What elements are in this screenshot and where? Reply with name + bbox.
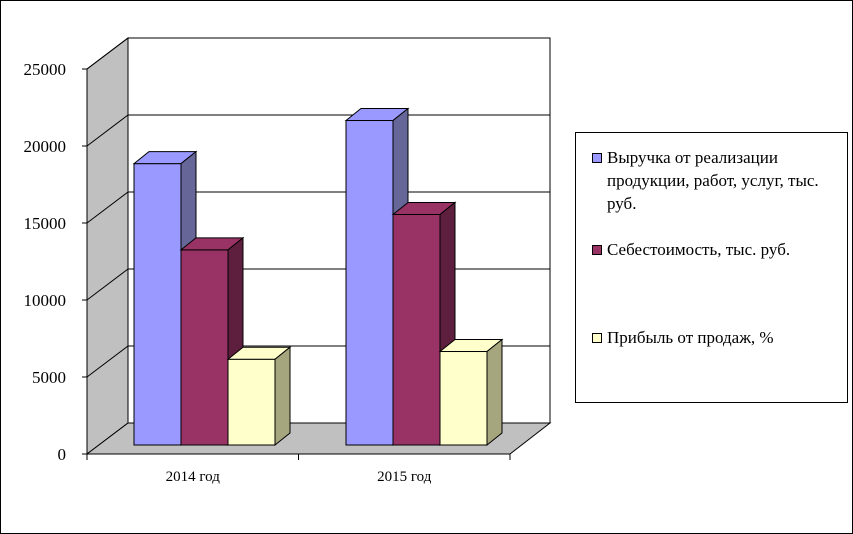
bar-side: [274, 346, 291, 447]
legend-label-cost: Себестоимость, тыс. руб.: [607, 240, 791, 259]
y-tick-label: 15000: [24, 214, 67, 233]
legend: Выручка от реализации продукции, работ, …: [575, 132, 848, 403]
bar: [438, 338, 504, 447]
bar-front: [180, 249, 229, 446]
bar-front: [133, 163, 182, 446]
y-tick-labels: 0 5000 10000 15000 20000 25000: [24, 60, 67, 464]
x-tick-label: 2014 год: [166, 469, 221, 485]
legend-item-profit: Прибыль от продаж, %: [592, 326, 842, 349]
bar-front: [227, 358, 276, 446]
legend-label-profit: Прибыль от продаж, %: [607, 328, 774, 347]
legend-item-cost: Себестоимость, тыс. руб.: [592, 238, 842, 261]
left-wall: [86, 36, 129, 456]
legend-label-revenue: Выручка от реализации продукции, работ, …: [607, 148, 819, 213]
x-tick-label: 2015 год: [377, 469, 432, 485]
y-tick-label: 10000: [24, 291, 67, 310]
gridline: [86, 37, 550, 70]
legend-item-revenue: Выручка от реализации продукции, работ, …: [592, 146, 842, 215]
gridline: [86, 191, 550, 224]
bar-front: [392, 213, 441, 446]
bar-front: [345, 120, 394, 446]
bars: [132, 107, 504, 447]
legend-swatch-cost: [592, 245, 602, 255]
y-tick-label: 5000: [32, 368, 66, 387]
x-tick-labels: 2014 год 2015 год: [86, 454, 511, 485]
y-tick-label: 25000: [24, 60, 67, 79]
legend-swatch-profit: [592, 333, 602, 343]
legend-swatch-revenue: [592, 153, 602, 163]
bar-front: [439, 351, 488, 446]
bar: [226, 346, 292, 447]
gridlines: [82, 37, 550, 455]
bar-side: [486, 338, 503, 447]
y-tick-label: 20000: [24, 137, 67, 156]
gridline: [86, 114, 550, 147]
y-tick-label: 0: [58, 445, 67, 464]
